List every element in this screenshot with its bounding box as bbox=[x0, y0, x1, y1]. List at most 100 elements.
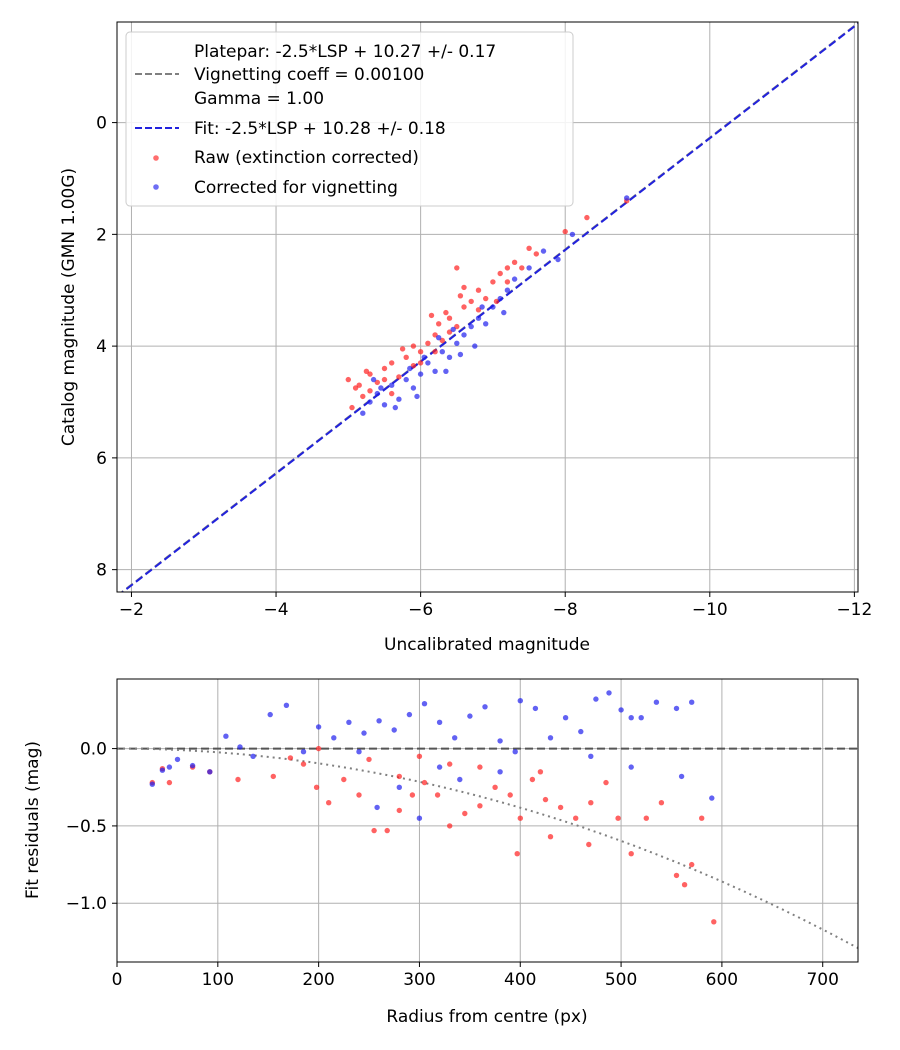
raw-data-point bbox=[166, 779, 173, 786]
y-tick-label: 6 bbox=[96, 449, 107, 469]
corrected-data-point bbox=[223, 733, 229, 739]
raw-data-point bbox=[483, 295, 489, 302]
corrected-data-point bbox=[417, 371, 424, 377]
top-reference-lines bbox=[120, 22, 858, 592]
raw-data-point bbox=[507, 792, 513, 798]
raw-data-point bbox=[468, 298, 474, 305]
top-x-axis-label: Uncalibrated magnitude bbox=[384, 635, 590, 655]
corrected-data-point bbox=[468, 323, 474, 330]
raw-data-point bbox=[381, 365, 388, 372]
legend-fit-label: Fit: -2.5*LSP + 10.28 +/- 0.18 bbox=[194, 119, 446, 139]
raw-data-point bbox=[409, 792, 416, 798]
raw-data-point bbox=[517, 815, 523, 821]
corrected-data-point bbox=[356, 749, 362, 755]
raw-data-point bbox=[432, 349, 438, 355]
raw-data-point bbox=[384, 827, 390, 834]
top-axis-ticks: −2 −4 −6 −8 −10 −12 0 2 4 6 8 bbox=[96, 114, 872, 620]
raw-data-point bbox=[628, 851, 634, 857]
corrected-data-point bbox=[367, 399, 373, 405]
raw-data-point bbox=[529, 776, 536, 783]
raw-data-point bbox=[417, 360, 424, 366]
x-tick-label: −2 bbox=[119, 600, 144, 620]
raw-data-point bbox=[356, 382, 362, 388]
raw-data-point bbox=[270, 773, 276, 780]
raw-data-point bbox=[492, 784, 498, 790]
corrected-data-point bbox=[628, 764, 634, 770]
corrected-data-point bbox=[425, 360, 431, 366]
corrected-data-point bbox=[421, 701, 428, 707]
corrected-data-point bbox=[450, 326, 456, 333]
x-tick-label: 100 bbox=[202, 970, 234, 990]
bottom-plot-area bbox=[117, 679, 858, 962]
raw-data-point bbox=[519, 265, 525, 271]
raw-data-point bbox=[461, 304, 467, 310]
raw-data-point bbox=[615, 815, 621, 821]
corrected-data-point bbox=[389, 382, 395, 388]
corrected-data-point bbox=[562, 715, 569, 721]
corrected-data-point bbox=[454, 340, 460, 346]
corrected-data-point bbox=[237, 744, 243, 750]
raw-data-point bbox=[396, 374, 402, 380]
x-tick-label: 400 bbox=[504, 970, 536, 990]
x-tick-label: 300 bbox=[403, 970, 435, 990]
corrected-data-point bbox=[436, 335, 442, 341]
raw-data-point bbox=[562, 228, 568, 235]
legend-gamma-label: Gamma = 1.00 bbox=[194, 89, 324, 109]
legend-box bbox=[125, 31, 574, 207]
corrected-data-point bbox=[166, 764, 173, 770]
raw-data-point bbox=[588, 800, 594, 806]
legend-vignetting-label: Vignetting coeff = 0.00100 bbox=[194, 65, 424, 85]
raw-data-point bbox=[447, 761, 453, 767]
legend-corrected-swatch bbox=[153, 184, 159, 190]
corrected-data-point bbox=[547, 735, 554, 741]
raw-data-point bbox=[711, 919, 717, 925]
corrected-data-point bbox=[407, 365, 413, 372]
corrected-data-point bbox=[490, 304, 496, 310]
y-tick-label: −0.5 bbox=[66, 817, 107, 837]
raw-data-point bbox=[341, 776, 347, 783]
raw-data-point bbox=[689, 861, 695, 868]
raw-data-point bbox=[658, 800, 665, 806]
raw-data-point bbox=[399, 346, 406, 352]
corrected-data-point bbox=[283, 702, 290, 708]
corrected-data-point bbox=[346, 719, 352, 725]
raw-data-point bbox=[462, 810, 468, 817]
corrected-data-point bbox=[497, 295, 503, 302]
raw-data-point bbox=[477, 764, 483, 770]
raw-data-point bbox=[446, 329, 453, 335]
corrected-data-point bbox=[578, 728, 584, 735]
raw-data-point bbox=[416, 753, 423, 759]
corrected-data-point bbox=[174, 756, 181, 763]
raw-data-point bbox=[371, 827, 377, 834]
y-tick-label: 0 bbox=[96, 114, 107, 134]
x-tick-label: −6 bbox=[408, 600, 433, 620]
corrected-data-point bbox=[638, 715, 644, 721]
fit-line bbox=[121, 22, 858, 592]
x-tick-label: 200 bbox=[302, 970, 334, 990]
corrected-data-point bbox=[378, 385, 384, 391]
legend-raw-label: Raw (extinction corrected) bbox=[194, 148, 419, 168]
raw-data-point bbox=[475, 287, 482, 293]
corrected-data-point bbox=[439, 349, 445, 355]
corrected-data-point bbox=[374, 390, 380, 397]
raw-data-point bbox=[367, 388, 373, 394]
corrected-data-point bbox=[517, 698, 523, 704]
corrected-data-point bbox=[432, 368, 438, 374]
raw-data-point bbox=[477, 803, 483, 809]
raw-data-point bbox=[547, 834, 554, 840]
corrected-data-point bbox=[392, 404, 398, 411]
raw-data-point bbox=[235, 776, 241, 783]
corrected-data-point bbox=[540, 248, 547, 254]
raw-data-point bbox=[363, 368, 370, 374]
raw-data-point bbox=[287, 755, 294, 761]
raw-data-point bbox=[421, 779, 428, 786]
corrected-data-point bbox=[673, 705, 680, 712]
top-y-axis-label: Catalog magnitude (GMN 1.00G) bbox=[59, 168, 79, 446]
corrected-data-point bbox=[396, 784, 402, 790]
corrected-data-point bbox=[391, 727, 397, 733]
corrected-data-point bbox=[457, 351, 464, 358]
raw-data-point bbox=[425, 340, 431, 346]
corrected-data-point bbox=[689, 699, 695, 705]
raw-data-point bbox=[603, 779, 609, 786]
corrected-data-point bbox=[511, 276, 518, 282]
